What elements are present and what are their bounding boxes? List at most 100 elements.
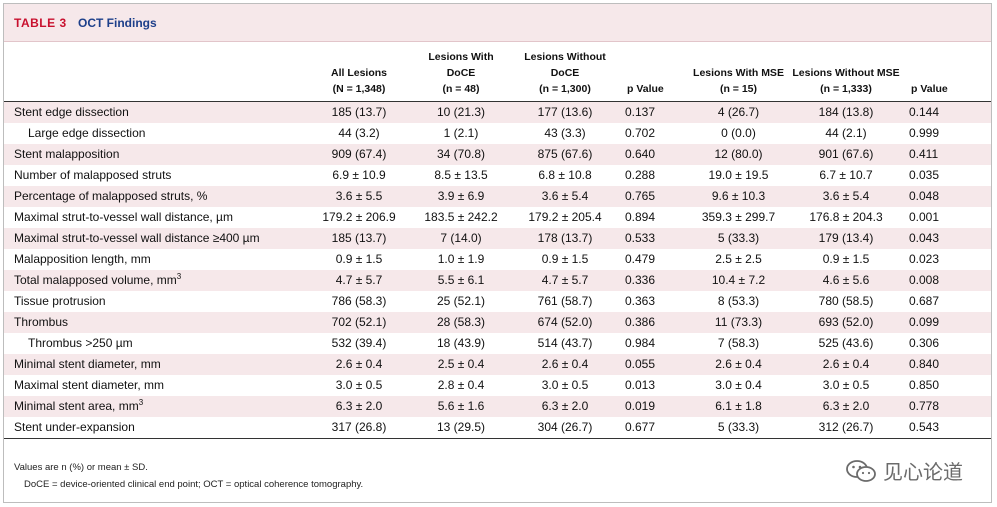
table-body: Stent edge dissection 185 (13.7) 10 (21.3)… [4, 101, 991, 439]
value-cell: 6.7 ± 10.7 [819, 168, 873, 182]
value-cell: 514 (43.7) [537, 336, 593, 350]
value-cell: 10 (21.3) [411, 101, 511, 123]
row-label-text: Large edge dissection [28, 126, 146, 140]
wechat-icon [846, 459, 876, 482]
row-label-text: Maximal strut-to-vessel wall distance ≥4… [14, 231, 260, 245]
value-cell: 3.6 ± 5.5 [307, 186, 411, 207]
value-cell: 43 (3.3) [544, 126, 586, 140]
value-cell: 2.5 ± 0.4 [411, 354, 511, 375]
value-cell: 3.6 ± 5.4 [511, 186, 619, 207]
p-value-cell: 0.001 [909, 210, 940, 224]
table-row: Large edge dissection 44 (3.2) 1 (2.1) 43 (… [4, 123, 991, 144]
row-label-text: Percentage of malapposed struts, % [14, 189, 208, 203]
value-cell: 786 (58.3) [331, 294, 387, 308]
value-cell: 2.6 ± 0.4 [307, 354, 411, 375]
table-row: Stent malapposition 909 (67.4) 34 (70.8) 87… [4, 144, 991, 165]
value-cell: 761 (58.7) [537, 294, 593, 308]
row-label: Maximal strut-to-vessel wall distance ≥4… [4, 228, 307, 249]
value-cell: 44 (2.1) [825, 126, 867, 140]
table-row: Thrombus 702 (52.1) 28 (58.3) 674 (52.0) 0.3… [4, 312, 991, 333]
value-cell: 10.4 ± 7.2 [688, 270, 789, 291]
oct-findings-table: All Lesions (N = 1,348) Lesions With DoCE (… [4, 49, 991, 439]
value-cell: 0.9 ± 1.5 [335, 252, 383, 266]
p-value-cell: 0.677 [619, 417, 688, 439]
value-cell: 359.3 ± 299.7 [701, 210, 776, 224]
row-label: Minimal stent area, mm3 [4, 396, 307, 417]
value-cell: 1 (2.1) [443, 126, 479, 140]
p-value-cell: 0.479 [625, 252, 656, 266]
value-cell: 185 (13.7) [307, 101, 411, 123]
row-label-text: Thrombus >250 µm [28, 336, 133, 350]
table-row: Thrombus >250 µm 532 (39.4) 18 (43.9) 514 (… [4, 333, 991, 354]
value-cell: 2.6 ± 0.4 [511, 354, 619, 375]
value-cell: 18 (43.9) [436, 336, 486, 350]
row-label-text: Maximal strut-to-vessel wall distance, µ… [14, 210, 233, 224]
value-cell: 0 (0.0) [721, 126, 756, 140]
table-label: TABLE 3 [14, 16, 67, 30]
table-row: Maximal strut-to-vessel wall distance ≥4… [4, 228, 991, 249]
value-cell: 532 (39.4) [331, 336, 387, 350]
value-cell: 179.2 ± 206.9 [322, 210, 396, 224]
header-line1: Lesions Without DoCE [524, 51, 606, 79]
value-cell: 179 (13.4) [789, 228, 903, 249]
header-line2: (n = 1,300) [539, 83, 591, 95]
value-cell: 6.3 ± 2.0 [511, 396, 619, 417]
row-label-text: Thrombus [14, 315, 69, 329]
table-title: OCT Findings [78, 16, 157, 30]
table-row: Maximal stent diameter, mm 3.0 ± 0.5 2.8 ±… [4, 375, 991, 396]
p-value-cell: 0.023 [909, 252, 940, 266]
row-label-text: Minimal stent area, mm [14, 399, 139, 413]
header-cell: Lesions Without MSE (n = 1,333) [789, 49, 903, 102]
table-row: Minimal stent diameter, mm 2.6 ± 0.4 2.5 ±… [4, 354, 991, 375]
footnotes: Values are n (%) or mean ± SD. DoCE = de… [14, 459, 363, 493]
p-value-cell: 0.386 [619, 312, 688, 333]
row-label-text: Stent malapposition [14, 147, 120, 161]
value-cell: 177 (13.6) [511, 101, 619, 123]
value-cell: 3.0 ± 0.5 [335, 378, 383, 392]
row-label: Stent edge dissection [4, 101, 307, 123]
footnote-values: Values are n (%) or mean ± SD. [14, 462, 148, 473]
value-cell: 19.0 ± 19.5 [708, 168, 769, 182]
header-cell: Lesions With DoCE (n = 48) [411, 49, 511, 102]
p-value-cell: 0.144 [903, 101, 991, 123]
value-cell: 2.6 ± 0.4 [688, 354, 789, 375]
value-cell: 28 (58.3) [411, 312, 511, 333]
header-line1: Lesions With MSE [693, 67, 784, 79]
p-value-cell: 0.778 [903, 396, 991, 417]
value-cell: 13 (29.5) [411, 417, 511, 439]
row-label: Maximal stent diameter, mm [4, 375, 307, 396]
value-cell: 2.8 ± 0.4 [437, 378, 485, 392]
table-row: Total malapposed volume, mm3 4.7 ± 5.7 5.5… [4, 270, 991, 291]
value-cell: 0.9 ± 1.5 [822, 252, 870, 266]
table-row: Number of malapposed struts 6.9 ± 10.9 8.5… [4, 165, 991, 186]
value-cell: 7 (14.0) [411, 228, 511, 249]
p-value-cell: 0.543 [903, 417, 991, 439]
row-label: Large edge dissection [4, 123, 307, 144]
value-cell: 8.5 ± 13.5 [434, 168, 488, 182]
value-cell: 4.7 ± 5.7 [511, 270, 619, 291]
watermark: 见心论道 [845, 456, 963, 485]
table-row: Minimal stent area, mm3 6.3 ± 2.0 5.6 ± 1.… [4, 396, 991, 417]
row-label: Maximal strut-to-vessel wall distance, µ… [4, 207, 307, 228]
value-cell: 12 (80.0) [688, 144, 789, 165]
value-cell: 25 (52.1) [436, 294, 486, 308]
table-header: All Lesions (N = 1,348) Lesions With DoCE (… [4, 49, 991, 102]
p-value-cell: 0.533 [619, 228, 688, 249]
table-row: Stent under-expansion 317 (26.8) 13 (29.5)… [4, 417, 991, 439]
value-cell: 176.8 ± 204.3 [809, 210, 883, 224]
value-cell: 909 (67.4) [307, 144, 411, 165]
row-label: Tissue protrusion [4, 291, 307, 312]
p-value-cell: 0.008 [903, 270, 991, 291]
value-cell: 11 (73.3) [688, 312, 789, 333]
p-value-cell: 0.048 [903, 186, 991, 207]
p-value-cell: 0.984 [625, 336, 656, 350]
value-cell: 780 (58.5) [818, 294, 874, 308]
header-line1: Lesions Without MSE [792, 67, 900, 79]
table-row: Percentage of malapposed struts, % 3.6 ± … [4, 186, 991, 207]
value-cell: 693 (52.0) [789, 312, 903, 333]
row-label-text: Tissue protrusion [14, 294, 106, 308]
header-cell: All Lesions (N = 1,348) [307, 49, 411, 102]
value-cell: 4.7 ± 5.7 [307, 270, 411, 291]
table-frame: TABLE 3 OCT Findings All Lesions (N = 1,3… [3, 3, 992, 503]
table-row: Tissue protrusion 786 (58.3) 25 (52.1) 761 … [4, 291, 991, 312]
